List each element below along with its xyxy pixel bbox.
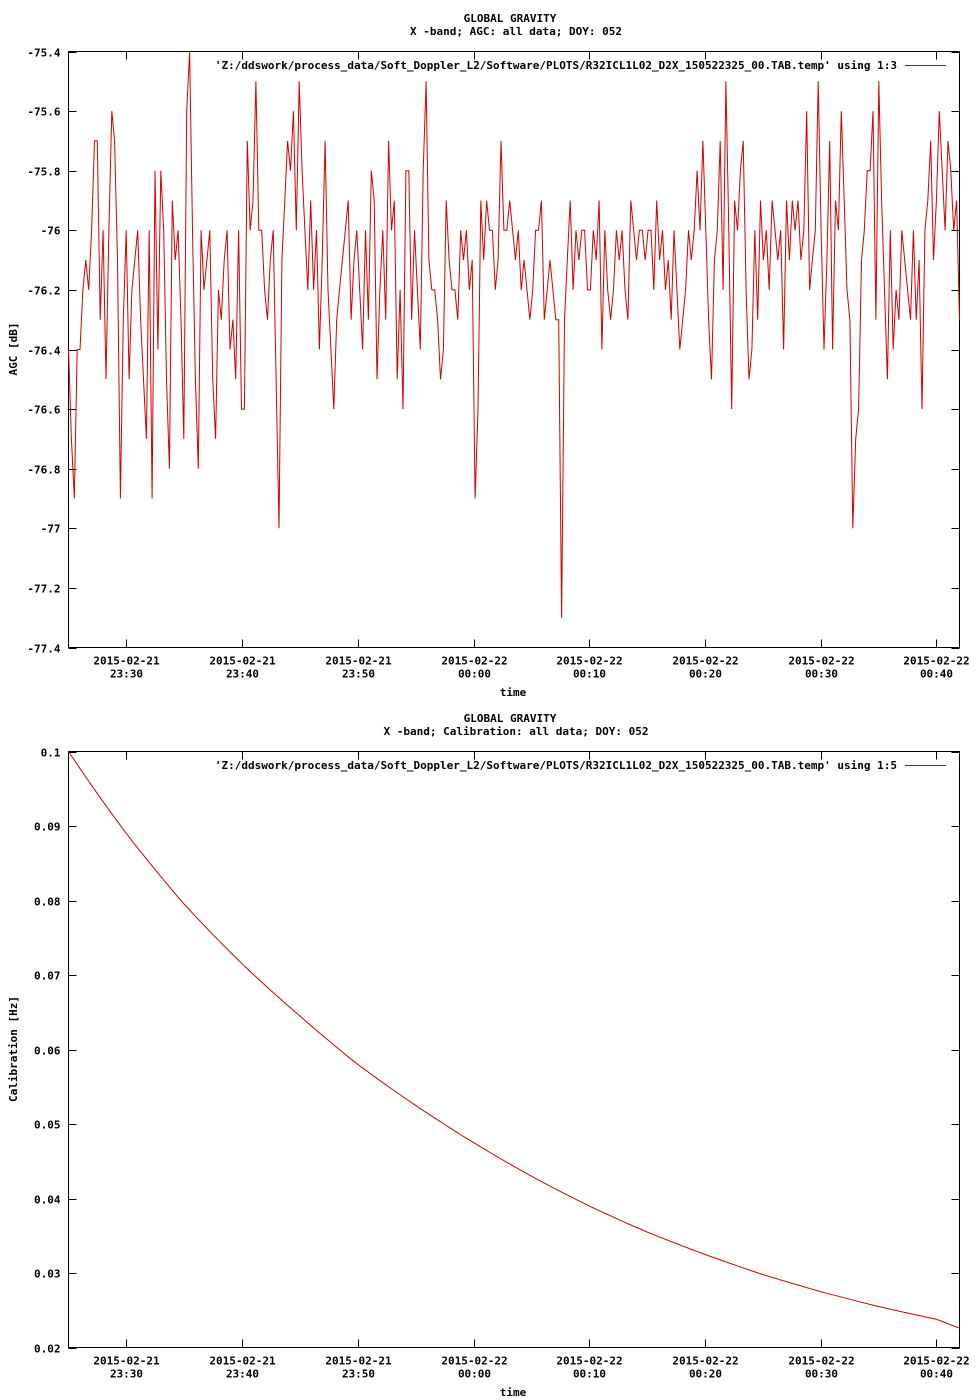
agc-y-tick-label: -76.6: [27, 404, 60, 417]
agc-y-tick-label: -76: [41, 225, 61, 238]
calibration-x-tick-date: 2015-02-22: [903, 1355, 969, 1368]
calibration-x-tick-time: 00:00: [458, 1368, 491, 1381]
agc-plot-frame: [68, 51, 960, 648]
calibration-chart: GLOBAL GRAVITY X -band; Calibration: all…: [7, 712, 970, 1399]
agc-y-axis-ticks: -75.4 -75.6 -75.8 -76 -76.2 -76.4 -76.6 -76.8 -7…: [27, 47, 960, 656]
agc-x-tick-time: 00:30: [805, 668, 838, 681]
agc-y-tick-label: -77.2: [27, 583, 60, 596]
calibration-x-tick-date: 2015-02-22: [672, 1355, 738, 1368]
calibration-chart-subtitle: X -band; Calibration: all data; DOY: 052: [384, 725, 649, 738]
calibration-y-tick-label: 0.02: [34, 1343, 61, 1356]
calibration-x-axis-ticks: 2015-02-2123:302015-02-2123:402015-02-21…: [93, 751, 970, 1381]
calibration-x-tick-date: 2015-02-21: [209, 1355, 276, 1368]
calibration-x-tick-date: 2015-02-21: [93, 1355, 160, 1368]
agc-series-line: [68, 51, 960, 618]
agc-x-tick-date: 2015-02-22: [903, 655, 969, 668]
agc-y-tick-label: -77.4: [27, 643, 60, 656]
agc-x-axis-ticks: 2015-02-2123:302015-02-2123:402015-02-21…: [93, 51, 970, 681]
calibration-y-tick-label: 0.04: [34, 1194, 61, 1207]
agc-chart-title: GLOBAL GRAVITY: [464, 12, 557, 25]
calibration-y-tick-label: 0.09: [34, 821, 61, 834]
calibration-plot-frame: [68, 751, 960, 1348]
agc-x-tick-time: 23:40: [226, 668, 259, 681]
calibration-x-tick-time: 00:30: [805, 1368, 838, 1381]
agc-x-tick-date: 2015-02-22: [672, 655, 738, 668]
agc-y-tick-label: -75.6: [27, 106, 60, 119]
agc-y-tick-label: -76.2: [27, 285, 60, 298]
agc-x-tick-time: 00:00: [458, 668, 491, 681]
calibration-x-tick-date: 2015-02-22: [788, 1355, 854, 1368]
calibration-legend-label: 'Z:/ddswork/process_data/Soft_Doppler_L2…: [215, 759, 897, 772]
calibration-y-tick-label: 0.06: [34, 1045, 61, 1058]
agc-chart: GLOBAL GRAVITY X -band; AGC: all data; D…: [7, 12, 970, 699]
calibration-y-axis-ticks: 0.1 0.09 0.08 0.07 0.06 0.05 0.04 0.03 0.02: [34, 747, 960, 1356]
agc-x-tick-date: 2015-02-22: [556, 655, 622, 668]
agc-x-tick-date: 2015-02-21: [93, 655, 160, 668]
agc-y-tick-label: -75.4: [27, 47, 60, 60]
agc-y-tick-label: -76.4: [27, 345, 60, 358]
calibration-y-tick-label: 0.1: [41, 747, 61, 760]
calibration-x-tick-time: 23:40: [226, 1368, 259, 1381]
calibration-x-tick-time: 00:40: [920, 1368, 953, 1381]
agc-y-axis-label: AGC [dB]: [7, 323, 20, 376]
agc-y-tick-label: -75.8: [27, 166, 60, 179]
calibration-x-tick-time: 00:10: [573, 1368, 606, 1381]
agc-x-tick-time: 00:40: [920, 668, 953, 681]
calibration-x-tick-date: 2015-02-22: [556, 1355, 622, 1368]
agc-x-tick-date: 2015-02-22: [788, 655, 854, 668]
calibration-y-tick-label: 0.07: [34, 970, 61, 983]
agc-y-tick-label: -77: [41, 523, 61, 536]
agc-x-tick-time: 23:50: [342, 668, 375, 681]
agc-legend-label: 'Z:/ddswork/process_data/Soft_Doppler_L2…: [215, 59, 897, 72]
calibration-y-axis-label: Calibration [Hz]: [7, 996, 20, 1102]
calibration-y-tick-label: 0.08: [34, 896, 61, 909]
agc-x-axis-label: time: [500, 686, 527, 699]
calibration-x-axis-label: time: [500, 1386, 527, 1399]
calibration-chart-title: GLOBAL GRAVITY: [464, 712, 557, 725]
calibration-x-tick-date: 2015-02-22: [441, 1355, 507, 1368]
agc-chart-subtitle: X -band; AGC: all data; DOY: 052: [410, 25, 622, 38]
agc-x-tick-date: 2015-02-21: [325, 655, 392, 668]
calibration-y-tick-label: 0.05: [34, 1119, 61, 1132]
agc-x-tick-time: 00:20: [689, 668, 722, 681]
agc-y-tick-label: -76.8: [27, 464, 60, 477]
calibration-x-tick-time: 23:50: [342, 1368, 375, 1381]
agc-x-tick-time: 00:10: [573, 668, 606, 681]
calibration-series-line: [68, 751, 960, 1329]
calibration-x-tick-time: 23:30: [110, 1368, 143, 1381]
calibration-x-tick-date: 2015-02-21: [325, 1355, 392, 1368]
agc-x-tick-date: 2015-02-22: [441, 655, 507, 668]
agc-x-tick-date: 2015-02-21: [209, 655, 276, 668]
calibration-y-tick-label: 0.03: [34, 1268, 61, 1281]
agc-x-tick-time: 23:30: [110, 668, 143, 681]
calibration-x-tick-time: 00:20: [689, 1368, 722, 1381]
